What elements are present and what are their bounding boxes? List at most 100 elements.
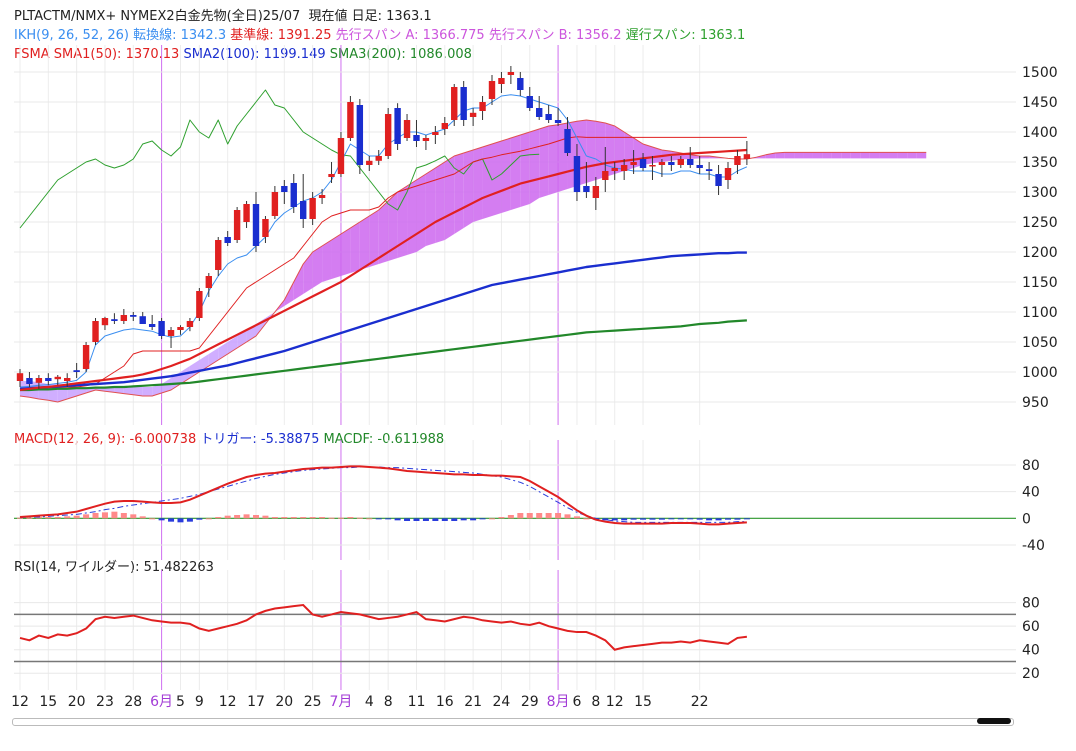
- ichimoku-cloud-segment: [784, 152, 795, 159]
- macd-histogram-bar: [177, 518, 184, 523]
- macd-legend: MACD(12, 26, 9): -6.000738 トリガー: -5.3887…: [14, 432, 444, 448]
- candle-body: [526, 96, 533, 108]
- macd-histogram-bar: [243, 514, 250, 519]
- x-tick-label: 25: [304, 694, 322, 710]
- macd-histogram-bar: [460, 518, 467, 521]
- ichimoku-cloud-segment: [444, 156, 455, 240]
- ichimoku-cloud-segment: [369, 210, 379, 267]
- ichimoku-cloud-segment: [473, 147, 483, 222]
- macd-histogram-bar: [413, 518, 420, 521]
- candle-body: [696, 165, 703, 168]
- timeline-scrollbar[interactable]: [12, 718, 1014, 726]
- candle-body: [658, 162, 666, 165]
- candle-body: [705, 169, 713, 171]
- ichimoku-cloud-segment: [425, 168, 436, 246]
- ichimoku-cloud-segment: [388, 192, 398, 261]
- ichimoku-cloud-segment: [652, 147, 662, 164]
- macd-histogram-bar: [17, 517, 23, 519]
- macd-histogram-bar: [489, 518, 495, 520]
- macd-histogram-bar: [45, 517, 52, 519]
- candle-body: [262, 219, 269, 237]
- macd-line: [19, 465, 747, 526]
- candle-body: [148, 324, 156, 327]
- macd-histogram-bar: [470, 518, 477, 521]
- macd-histogram-bar: [451, 518, 458, 521]
- ichimoku-cloud-segment: [340, 228, 351, 276]
- ikh-kijun-label: 基準線: 1391.25: [230, 28, 332, 43]
- candle-body: [120, 315, 128, 321]
- candle-body: [687, 159, 694, 165]
- macd-histogram-bar: [300, 517, 307, 519]
- ichimoku-cloud-segment: [152, 384, 162, 396]
- x-tick-label: 5: [176, 694, 185, 710]
- ichimoku-cloud-segment: [482, 144, 492, 219]
- ikh-spanA-label: 先行スパン A: 1366.775: [335, 28, 485, 43]
- x-tick-label: 20: [275, 694, 293, 710]
- ichimoku-cloud-segment: [303, 252, 313, 294]
- candle-body: [356, 105, 364, 165]
- rsi-line: [19, 603, 748, 651]
- candle-body: [554, 120, 562, 123]
- candle-body: [536, 108, 543, 117]
- macd-histogram-bar: [715, 518, 722, 521]
- candle-body: [215, 240, 222, 270]
- macdf-label: MACDF: -0.611988: [323, 432, 445, 447]
- macd-histogram-bar: [640, 518, 647, 520]
- x-tick-label: 12: [11, 694, 29, 710]
- price-legend-line1: PLTACTM/NMX+ NYMEX2白金先物(全日)25/07 現在値 日足:…: [14, 9, 432, 25]
- macd-histogram-bar: [441, 518, 448, 521]
- price-y-tick-label: 1200: [1022, 245, 1058, 261]
- macd-histogram-bar: [725, 518, 731, 520]
- candle-body: [630, 162, 637, 165]
- ichimoku-cloud-segment: [312, 246, 323, 288]
- macd-histogram-bar: [73, 515, 80, 519]
- candle-body: [290, 183, 297, 207]
- ichimoku-cloud-segment: [916, 152, 927, 159]
- macd-histogram-bar: [564, 514, 571, 519]
- ichimoku-chikou-line: [19, 89, 540, 229]
- macd-histogram-bar: [309, 517, 316, 519]
- ichimoku-cloud-segment: [831, 152, 842, 159]
- sma2-line: [19, 251, 747, 390]
- x-tick-label: 4: [365, 694, 374, 710]
- ichimoku-cloud-segment: [454, 153, 464, 234]
- macd-histogram-bar: [583, 518, 590, 520]
- macd-histogram-bar: [573, 516, 580, 519]
- x-tick-label: 23: [96, 694, 114, 710]
- macd-histogram-bar: [186, 518, 193, 522]
- macd-histogram-bar: [536, 513, 543, 519]
- price-y-tick-label: 1300: [1022, 185, 1058, 201]
- ichimoku-cloud-segment: [539, 126, 549, 198]
- macd-histogram-bar: [337, 517, 344, 519]
- sma2-label: SMA2(100): 1199.149: [183, 47, 326, 62]
- candle-body: [724, 168, 732, 180]
- candle-body: [186, 321, 194, 327]
- candle-body: [403, 120, 411, 138]
- candle-body: [26, 378, 33, 384]
- macd-histogram-bar: [649, 518, 656, 520]
- x-tick-label: 29: [521, 694, 539, 710]
- macd-histogram-bar: [555, 513, 562, 519]
- candle-body: [375, 156, 382, 161]
- x-tick-label: 28: [124, 694, 142, 710]
- rsi-y-tick-label: 80: [1022, 596, 1040, 612]
- macd-histogram-bar: [696, 518, 703, 520]
- candle-body: [224, 237, 231, 243]
- candle-body: [649, 165, 656, 167]
- ichimoku-cloud-segment: [350, 222, 360, 273]
- ichimoku-cloud-segment: [860, 152, 870, 159]
- macd-histogram-bar: [234, 515, 241, 519]
- x-tick-label: 6月: [150, 694, 173, 710]
- macd-histogram-bar: [385, 518, 392, 520]
- macd-histogram-bar: [149, 518, 156, 520]
- candle-body: [441, 123, 448, 129]
- macd-histogram-bar: [498, 517, 505, 519]
- scrollbar-thumb[interactable]: [977, 718, 1011, 724]
- macd-histogram-bar: [120, 513, 127, 519]
- macd-histogram-bar: [507, 515, 514, 519]
- macd-label: MACD(12, 26, 9): -6.000738: [14, 432, 197, 447]
- candle-body: [64, 378, 71, 381]
- ichimoku-cloud-segment: [322, 240, 332, 282]
- macd-histogram-bar: [602, 518, 609, 521]
